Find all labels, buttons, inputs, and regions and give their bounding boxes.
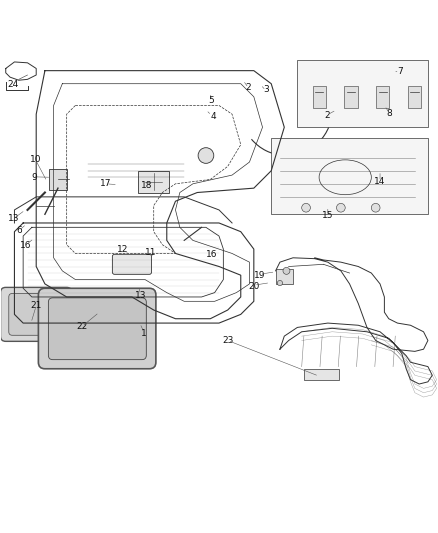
Circle shape	[283, 268, 290, 274]
Text: 19: 19	[254, 271, 265, 280]
Circle shape	[336, 204, 345, 212]
FancyBboxPatch shape	[48, 298, 146, 360]
Text: 10: 10	[30, 156, 41, 164]
Text: 9: 9	[31, 173, 37, 182]
Bar	[408, 86, 421, 108]
Circle shape	[371, 204, 380, 212]
Text: 13: 13	[135, 291, 146, 300]
Text: 8: 8	[387, 109, 392, 118]
Text: 15: 15	[322, 211, 334, 220]
Text: 18: 18	[141, 181, 152, 190]
Bar	[271, 138, 428, 214]
Text: 16: 16	[206, 251, 217, 259]
Text: 12: 12	[117, 246, 128, 254]
Text: 14: 14	[374, 177, 386, 186]
Bar	[297, 60, 428, 127]
Text: 13: 13	[8, 214, 19, 223]
Bar	[376, 86, 389, 108]
Text: 5: 5	[209, 96, 215, 105]
Text: 24: 24	[7, 80, 19, 89]
Bar	[67, 301, 154, 319]
Text: 2: 2	[324, 110, 330, 119]
Bar	[345, 86, 357, 108]
Text: 6: 6	[16, 227, 21, 235]
Text: 7: 7	[397, 67, 403, 76]
FancyBboxPatch shape	[113, 254, 152, 274]
Text: 23: 23	[222, 336, 233, 345]
Text: 3: 3	[263, 85, 269, 94]
Bar	[313, 86, 325, 108]
Text: 4: 4	[211, 112, 216, 121]
Text: 16: 16	[20, 241, 31, 250]
Circle shape	[277, 280, 283, 286]
Text: 22: 22	[76, 322, 88, 331]
Text: 1: 1	[141, 329, 147, 338]
Circle shape	[198, 148, 214, 163]
FancyBboxPatch shape	[0, 287, 72, 341]
FancyBboxPatch shape	[9, 294, 64, 335]
Text: 11: 11	[145, 248, 156, 257]
FancyBboxPatch shape	[39, 288, 156, 369]
Text: 21: 21	[31, 301, 42, 310]
Bar	[49, 168, 67, 190]
Text: 17: 17	[100, 179, 112, 188]
Text: 20: 20	[248, 281, 259, 290]
Bar	[138, 171, 169, 192]
Text: 2: 2	[246, 83, 251, 92]
Bar	[276, 269, 293, 284]
Circle shape	[302, 204, 311, 212]
Bar	[304, 369, 339, 379]
